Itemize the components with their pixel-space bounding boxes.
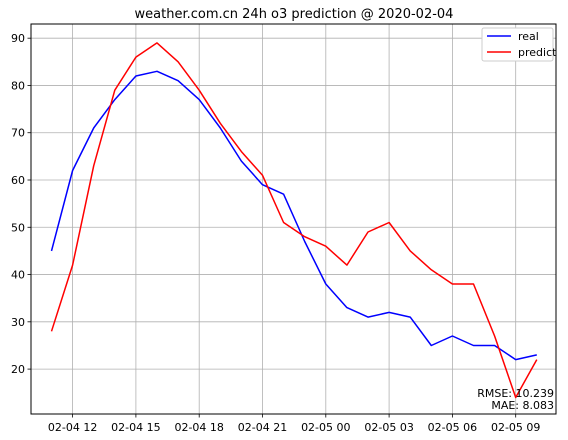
y-tick-label: 20	[11, 363, 25, 376]
x-tick-label: 02-04 21	[238, 421, 287, 434]
y-tick-label: 80	[11, 79, 25, 92]
x-tick-label: 02-05 03	[364, 421, 413, 434]
chart-title: weather.com.cn 24h o3 prediction @ 2020-…	[135, 7, 454, 22]
legend: real predict	[481, 27, 557, 62]
y-tick-label: 90	[11, 32, 25, 45]
y-tick-label: 40	[11, 269, 25, 282]
x-tick-label: 02-04 15	[111, 421, 160, 434]
grid	[31, 24, 556, 414]
y-tick-label: 30	[11, 316, 25, 329]
series-lines	[50, 42, 538, 399]
axis-ticks: 02-04 12 02-04 15 02-04 18 02-04 21 02-05 00…	[11, 32, 540, 434]
y-tick-label: 70	[11, 127, 25, 140]
rmse-annotation: RMSE: 10.239	[477, 387, 554, 400]
x-tick-label: 02-05 09	[491, 421, 540, 434]
x-tick-label: 02-05 00	[301, 421, 350, 434]
series-line-real	[50, 70, 537, 361]
legend-label-predict: predict	[518, 46, 557, 59]
legend-label-real: real	[518, 30, 539, 43]
plot-frame	[30, 23, 557, 415]
x-tick-label: 02-05 06	[428, 421, 477, 434]
series-line-predict	[50, 42, 538, 399]
y-tick-label: 60	[11, 174, 25, 187]
mae-annotation: MAE: 8.083	[491, 399, 554, 412]
x-tick-label: 02-04 18	[174, 421, 223, 434]
y-tick-label: 50	[11, 221, 25, 234]
x-tick-label: 02-04 12	[48, 421, 97, 434]
